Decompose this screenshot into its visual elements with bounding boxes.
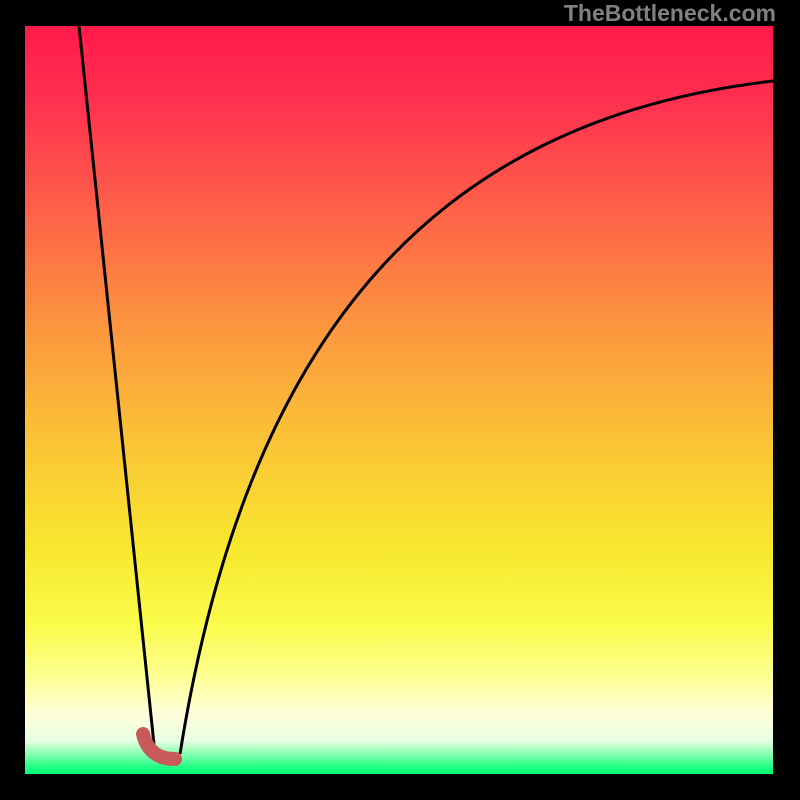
- chart-container: TheBottleneck.com: [0, 0, 800, 800]
- plot-background: [25, 26, 773, 774]
- watermark-text: TheBottleneck.com: [564, 0, 776, 27]
- chart-svg: [0, 0, 800, 800]
